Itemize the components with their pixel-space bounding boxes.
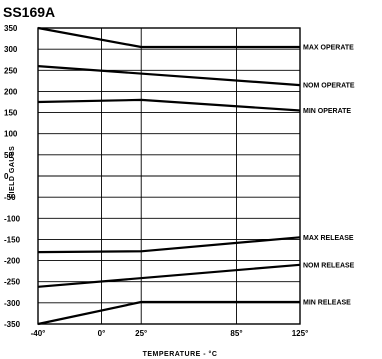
series-label: MAX OPERATE: [303, 45, 354, 52]
y-tick-label: -300: [4, 299, 21, 308]
y-tick-label: -250: [4, 278, 21, 287]
series-label: MIN RELEASE: [303, 300, 351, 307]
grid: [38, 28, 300, 324]
series-label: NOM RELEASE: [303, 262, 355, 269]
x-tick-label: -40°: [31, 329, 46, 338]
series-line: [37, 26, 300, 49]
y-axis-label: FIELD GAUSS: [9, 146, 16, 199]
chart-title: SS169A: [3, 4, 55, 20]
labels: 350 300 250 200 150 100 50 0 -50 -100 -150 -200 -250…: [4, 24, 355, 338]
series-line: [37, 263, 301, 288]
y-tick-label: -50: [4, 193, 16, 202]
x-axis-label: TEMPERATURE - °C: [143, 350, 218, 358]
y-tick-label: -200: [4, 257, 21, 266]
plot-frame: [37, 27, 301, 325]
y-tick-label: 200: [4, 87, 18, 96]
series-line: [37, 300, 300, 326]
y-tick-label: 150: [4, 109, 18, 118]
y-tick-label: 0: [4, 172, 9, 181]
series-line: [37, 236, 301, 254]
y-tick-label: 300: [4, 45, 18, 54]
series-line: [37, 65, 301, 87]
series-lines: [37, 26, 301, 326]
series-label: NOM OPERATE: [303, 83, 355, 90]
y-tick-label: -100: [4, 214, 21, 223]
x-tick-label: 25°: [135, 329, 147, 338]
y-tick-label: 100: [4, 130, 18, 139]
series-label: MIN OPERATE: [303, 108, 351, 115]
y-tick-label: -150: [4, 235, 21, 244]
y-tick-label: -350: [4, 320, 21, 329]
x-tick-label: 85°: [230, 329, 242, 338]
y-tick-label: 350: [4, 24, 18, 33]
plot-border: [37, 27, 301, 325]
series-label: MAX RELEASE: [303, 235, 354, 242]
series-line: [37, 98, 301, 112]
x-tick-label: 0°: [98, 329, 106, 338]
x-tick-label: 125°: [292, 329, 309, 338]
y-tick-label: 250: [4, 66, 18, 75]
y-tick-label: 50: [4, 151, 13, 160]
